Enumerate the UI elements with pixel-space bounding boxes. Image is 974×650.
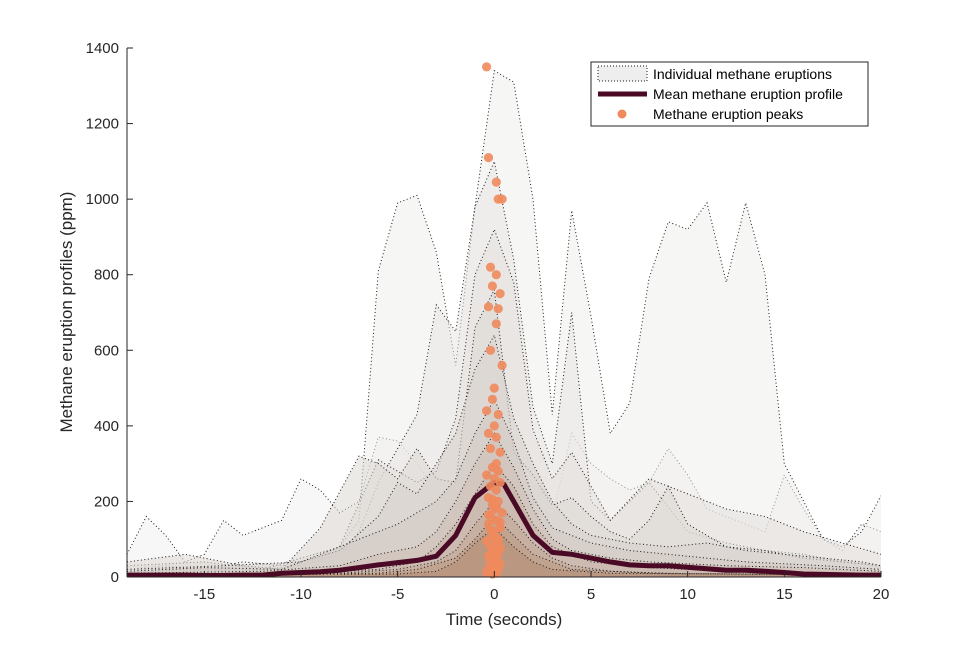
eruption-area-11 bbox=[127, 527, 881, 577]
x-tick-label: -5 bbox=[391, 586, 404, 603]
peak-marker bbox=[491, 177, 501, 187]
peak-marker bbox=[497, 194, 507, 204]
peaks-layer bbox=[482, 62, 507, 579]
peak-marker bbox=[497, 360, 507, 370]
x-tick-label: 20 bbox=[873, 586, 890, 603]
peak-marker bbox=[493, 304, 503, 314]
peak-marker bbox=[489, 532, 499, 542]
y-tick-label: 1200 bbox=[86, 116, 119, 133]
peak-marker bbox=[495, 447, 505, 457]
peak-marker bbox=[495, 477, 505, 488]
eruption-line-9 bbox=[127, 500, 881, 576]
peak-marker bbox=[489, 421, 499, 431]
peak-marker bbox=[491, 319, 501, 329]
peak-marker bbox=[497, 508, 507, 518]
peak-marker bbox=[482, 62, 492, 72]
peak-marker bbox=[485, 262, 496, 272]
eruption-line-6 bbox=[127, 398, 881, 572]
peak-marker bbox=[482, 470, 492, 480]
y-tick-label: 600 bbox=[94, 342, 119, 359]
peak-marker bbox=[493, 466, 503, 476]
x-axis-title: Time (seconds) bbox=[446, 610, 563, 629]
legend-swatch-individual bbox=[597, 65, 648, 82]
x-tick-label: -10 bbox=[290, 586, 312, 603]
peak-marker bbox=[489, 383, 499, 393]
y-tick-label: 200 bbox=[94, 493, 119, 510]
peak-marker bbox=[485, 345, 496, 355]
peak-marker bbox=[493, 409, 503, 420]
y-tick-label: 1400 bbox=[86, 40, 119, 57]
legend-label-peak: Methane eruption peaks bbox=[653, 106, 803, 122]
x-tick-label: 5 bbox=[587, 586, 595, 603]
axes: -15 -10 -5 0 5 10 15 20020040060080010001200140… bbox=[86, 40, 890, 603]
peak-marker bbox=[491, 270, 501, 280]
x-tick-label: 10 bbox=[679, 586, 696, 603]
x-tick-label: 0 bbox=[490, 586, 498, 603]
peak-marker bbox=[491, 485, 501, 495]
peak-marker bbox=[487, 394, 497, 404]
peak-marker bbox=[487, 494, 497, 505]
peak-marker bbox=[483, 510, 494, 520]
peak-marker bbox=[487, 281, 497, 291]
peak-marker bbox=[483, 302, 494, 312]
x-tick-label: -15 bbox=[193, 586, 215, 603]
eruption-line-3 bbox=[127, 228, 881, 570]
legend: Individual methane eruptions Mean methan… bbox=[590, 61, 869, 127]
peak-marker bbox=[491, 432, 501, 442]
eruption-line-10 bbox=[127, 515, 881, 576]
x-tick-label: 15 bbox=[776, 586, 793, 603]
y-tick-label: 800 bbox=[94, 267, 119, 284]
peak-marker bbox=[485, 525, 496, 535]
legend-swatch-peak bbox=[617, 109, 627, 119]
peak-marker bbox=[483, 153, 494, 163]
peak-marker bbox=[493, 540, 503, 550]
y-tick-label: 400 bbox=[94, 418, 119, 435]
y-axis-title: Methane eruption profiles (ppm) bbox=[57, 192, 76, 433]
y-tick-label: 1000 bbox=[86, 191, 119, 208]
peak-marker bbox=[485, 443, 496, 454]
peak-marker bbox=[491, 502, 501, 512]
peak-marker bbox=[482, 406, 492, 416]
peak-marker bbox=[495, 517, 505, 527]
legend-label-mean: Mean methane eruption profile bbox=[653, 86, 843, 102]
peak-marker bbox=[495, 289, 505, 299]
y-tick-label: 0 bbox=[111, 569, 119, 586]
legend-label-individual: Individual methane eruptions bbox=[653, 66, 832, 82]
peak-marker bbox=[483, 428, 494, 438]
